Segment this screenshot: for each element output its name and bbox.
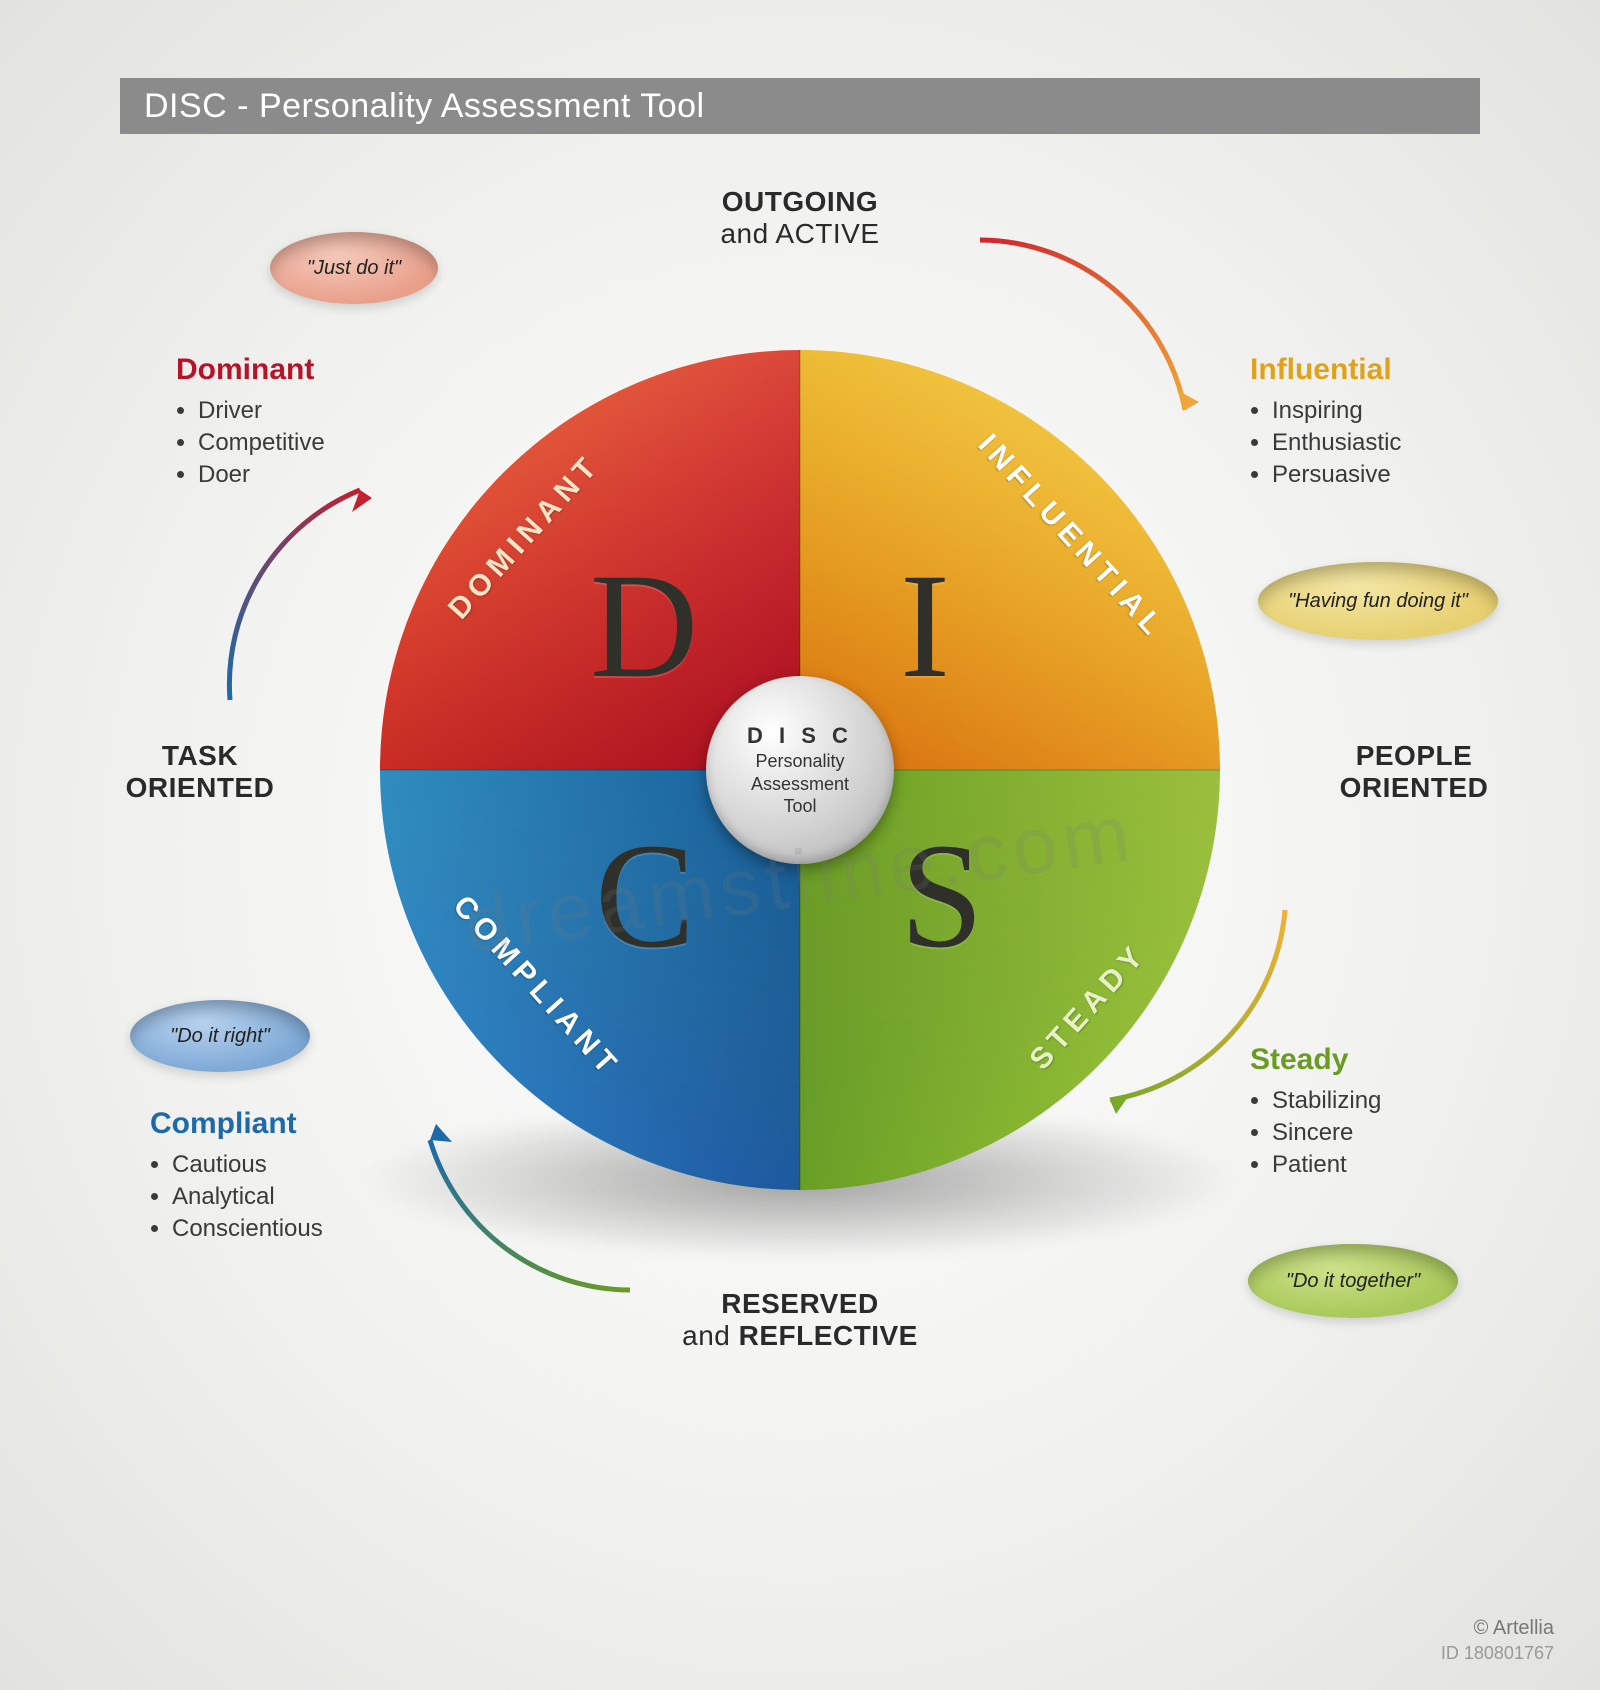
page-title: DISC - Personality Assessment Tool — [120, 78, 1480, 134]
arrow-bottom-left — [400, 1090, 660, 1350]
axis-top: OUTGOING and ACTIVE — [700, 186, 900, 250]
hub-sub3: Tool — [783, 796, 816, 817]
trait-block-i: Influential Inspiring Enthusiastic Persu… — [1250, 350, 1401, 492]
letter-i: I — [900, 540, 950, 712]
motto-pill-d: "Just do it" — [270, 232, 438, 304]
credit: © Artellia — [1474, 1617, 1554, 1640]
letter-s: S — [900, 810, 983, 982]
motto-d: "Just do it" — [307, 257, 401, 280]
axis-top-l1: OUTGOING — [722, 186, 878, 217]
trait-heading-i: Influential — [1250, 350, 1401, 391]
trait-list-c: Cautious Analytical Conscientious — [150, 1149, 323, 1246]
motto-pill-s: "Do it together" — [1248, 1244, 1458, 1318]
wheel-hub: D I S C Personality Assessment Tool — [706, 676, 894, 864]
axis-top-l2: and ACTIVE — [720, 218, 879, 249]
motto-i: "Having fun doing it" — [1288, 590, 1468, 613]
motto-s: "Do it together" — [1286, 1270, 1420, 1293]
trait-list-i: Inspiring Enthusiastic Persuasive — [1250, 395, 1401, 492]
axis-right-l2: ORIENTED — [1340, 772, 1489, 803]
trait-i-1: Inspiring — [1272, 395, 1401, 427]
axis-left: TASK ORIENTED — [100, 740, 300, 804]
trait-c-1: Cautious — [172, 1149, 323, 1181]
hub-title: D I S C — [747, 723, 853, 749]
trait-i-3: Persuasive — [1272, 459, 1401, 491]
axis-left-l2: ORIENTED — [126, 772, 275, 803]
motto-c: "Do it right" — [170, 1025, 270, 1048]
axis-bottom: RESERVED and REFLECTIVE — [660, 1288, 940, 1352]
trait-heading-c: Compliant — [150, 1104, 323, 1145]
trait-i-2: Enthusiastic — [1272, 427, 1401, 459]
axis-bottom-l2: REFLECTIVE — [739, 1320, 918, 1351]
letter-c: C — [595, 810, 695, 982]
trait-block-c: Compliant Cautious Analytical Conscienti… — [150, 1104, 323, 1246]
motto-pill-i: "Having fun doing it" — [1258, 562, 1498, 640]
arrow-top-right — [960, 200, 1220, 460]
trait-s-3: Patient — [1272, 1149, 1381, 1181]
trait-d-1: Driver — [198, 395, 325, 427]
hub-sub1: Personality — [755, 751, 844, 772]
axis-right: PEOPLE ORIENTED — [1314, 740, 1514, 804]
axis-right-l1: PEOPLE — [1356, 740, 1473, 771]
axis-bottom-l1: RESERVED — [721, 1288, 879, 1319]
motto-pill-c: "Do it right" — [130, 1000, 310, 1072]
hub-sub2: Assessment — [751, 774, 849, 795]
image-id: ID 180801767 — [1441, 1643, 1554, 1664]
axis-left-l1: TASK — [162, 740, 238, 771]
trait-d-2: Competitive — [198, 427, 325, 459]
trait-c-3: Conscientious — [172, 1213, 323, 1245]
letter-d: D — [590, 540, 698, 712]
trait-c-2: Analytical — [172, 1181, 323, 1213]
trait-heading-d: Dominant — [176, 350, 325, 391]
arrow-left-top — [180, 470, 440, 730]
arrow-right-bottom — [1060, 880, 1320, 1140]
